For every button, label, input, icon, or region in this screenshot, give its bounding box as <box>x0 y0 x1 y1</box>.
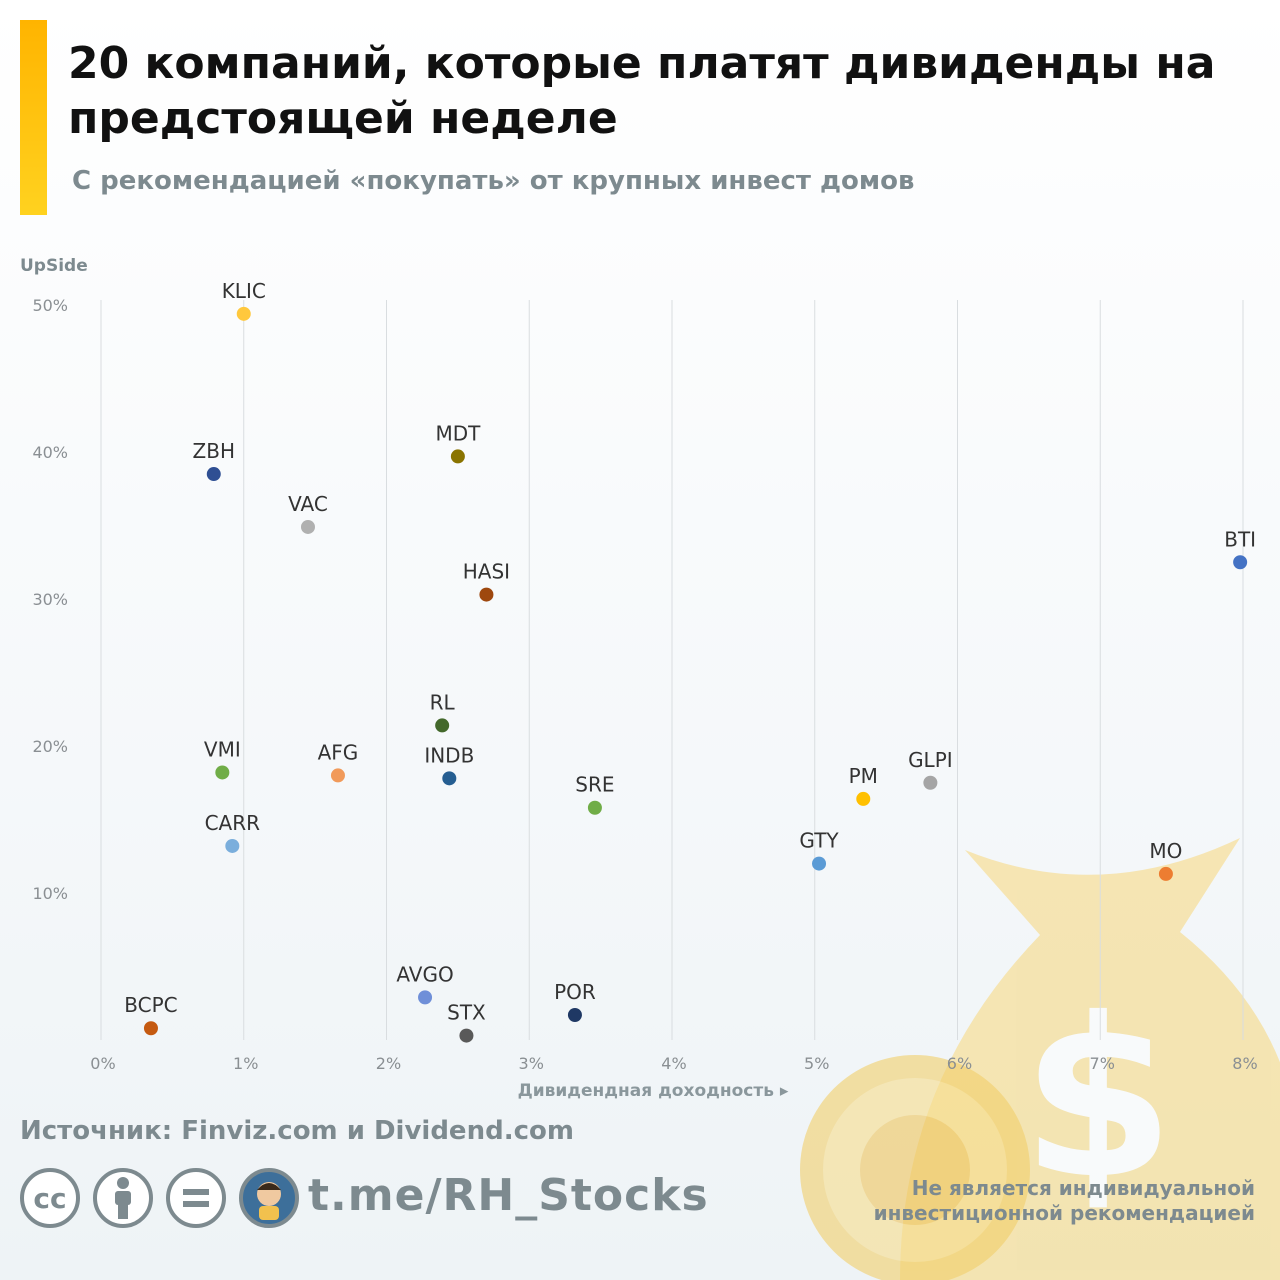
point-label-pm: PM <box>849 764 878 788</box>
disclaimer: Не является индивидуальной инвестиционно… <box>874 1176 1255 1226</box>
data-point-pm[interactable] <box>856 791 871 806</box>
x-tick-label: 5% <box>804 1054 829 1073</box>
point-label-stx: STX <box>447 1001 486 1025</box>
x-tick-label: 3% <box>519 1054 544 1073</box>
disclaimer-line-2: инвестиционной рекомендацией <box>873 1201 1255 1225</box>
point-label-vmi: VMI <box>204 737 241 761</box>
point-label-vac: VAC <box>288 492 328 516</box>
x-tick-label: 0% <box>90 1054 115 1073</box>
point-label-por: POR <box>554 980 596 1004</box>
x-tick-label: 6% <box>947 1054 972 1073</box>
svg-text:$: $ <box>1021 971 1174 1227</box>
data-point-rl[interactable] <box>435 718 450 733</box>
data-point-gty[interactable] <box>812 856 827 871</box>
data-point-vac[interactable] <box>300 519 315 534</box>
point-label-bcpc: BCPC <box>124 993 177 1017</box>
data-point-vmi[interactable] <box>215 765 230 780</box>
data-point-afg[interactable] <box>330 768 345 783</box>
point-label-sre: SRE <box>575 773 614 797</box>
point-label-avgo: AVGO <box>396 962 453 986</box>
telegram-link[interactable]: t.me/RH_Stocks <box>308 1170 709 1221</box>
y-tick-label: 10% <box>32 884 68 903</box>
accent-bar <box>20 20 47 215</box>
y-axis-label: UpSide <box>20 256 88 276</box>
data-point-zbh[interactable] <box>206 467 221 482</box>
disclaimer-line-1: Не является индивидуальной <box>911 1176 1255 1200</box>
x-tick-label: 1% <box>233 1054 258 1073</box>
cc-icon: cc <box>20 1168 80 1228</box>
data-point-mo[interactable] <box>1158 866 1173 881</box>
x-axis-label: Дивидендная доходность ▸ <box>518 1081 789 1101</box>
data-point-glpi[interactable] <box>923 775 938 790</box>
y-tick-label: 20% <box>32 737 68 756</box>
data-point-carr[interactable] <box>225 838 240 853</box>
point-label-klic: KLIC <box>222 279 266 303</box>
point-label-mo: MO <box>1149 839 1182 863</box>
y-tick-label: 40% <box>32 443 68 462</box>
avatar-icon[interactable] <box>239 1168 299 1228</box>
point-label-glpi: GLPI <box>908 748 953 772</box>
point-label-carr: CARR <box>205 811 261 835</box>
x-tick-label: 4% <box>661 1054 686 1073</box>
point-label-rl: RL <box>430 690 456 714</box>
data-point-hasi[interactable] <box>479 587 494 602</box>
point-label-zbh: ZBH <box>193 439 235 463</box>
data-point-por[interactable] <box>567 1008 582 1023</box>
data-point-bti[interactable] <box>1233 555 1248 570</box>
data-point-stx[interactable] <box>459 1028 474 1043</box>
x-tick-label: 7% <box>1090 1054 1115 1073</box>
attribution-icon <box>93 1168 153 1228</box>
x-tick-label: 8% <box>1232 1054 1257 1073</box>
y-tick-label: 50% <box>32 296 68 315</box>
data-point-sre[interactable] <box>587 800 602 815</box>
coin-icon <box>800 1055 1030 1280</box>
point-label-bti: BTI <box>1224 527 1256 551</box>
data-point-bcpc[interactable] <box>143 1021 158 1036</box>
y-tick-label: 30% <box>32 590 68 609</box>
source-note: Источник: Finviz.com и Dividend.com <box>20 1116 574 1146</box>
point-label-gty: GTY <box>799 829 839 853</box>
page-subtitle: С рекомендацией «покупать» от крупных ин… <box>72 166 915 196</box>
point-label-hasi: HASI <box>463 560 510 584</box>
data-point-mdt[interactable] <box>450 449 465 464</box>
point-label-mdt: MDT <box>435 421 481 445</box>
page-title: 20 компаний, которые платят дивиденды на… <box>68 38 1216 144</box>
svg-text:cc: cc <box>33 1182 66 1215</box>
no-derivatives-icon <box>166 1168 226 1228</box>
data-point-klic[interactable] <box>236 306 251 321</box>
x-tick-label: 2% <box>376 1054 401 1073</box>
data-point-avgo[interactable] <box>418 990 433 1005</box>
point-label-afg: AFG <box>318 740 359 764</box>
data-point-indb[interactable] <box>442 771 457 786</box>
point-label-indb: INDB <box>424 743 474 767</box>
